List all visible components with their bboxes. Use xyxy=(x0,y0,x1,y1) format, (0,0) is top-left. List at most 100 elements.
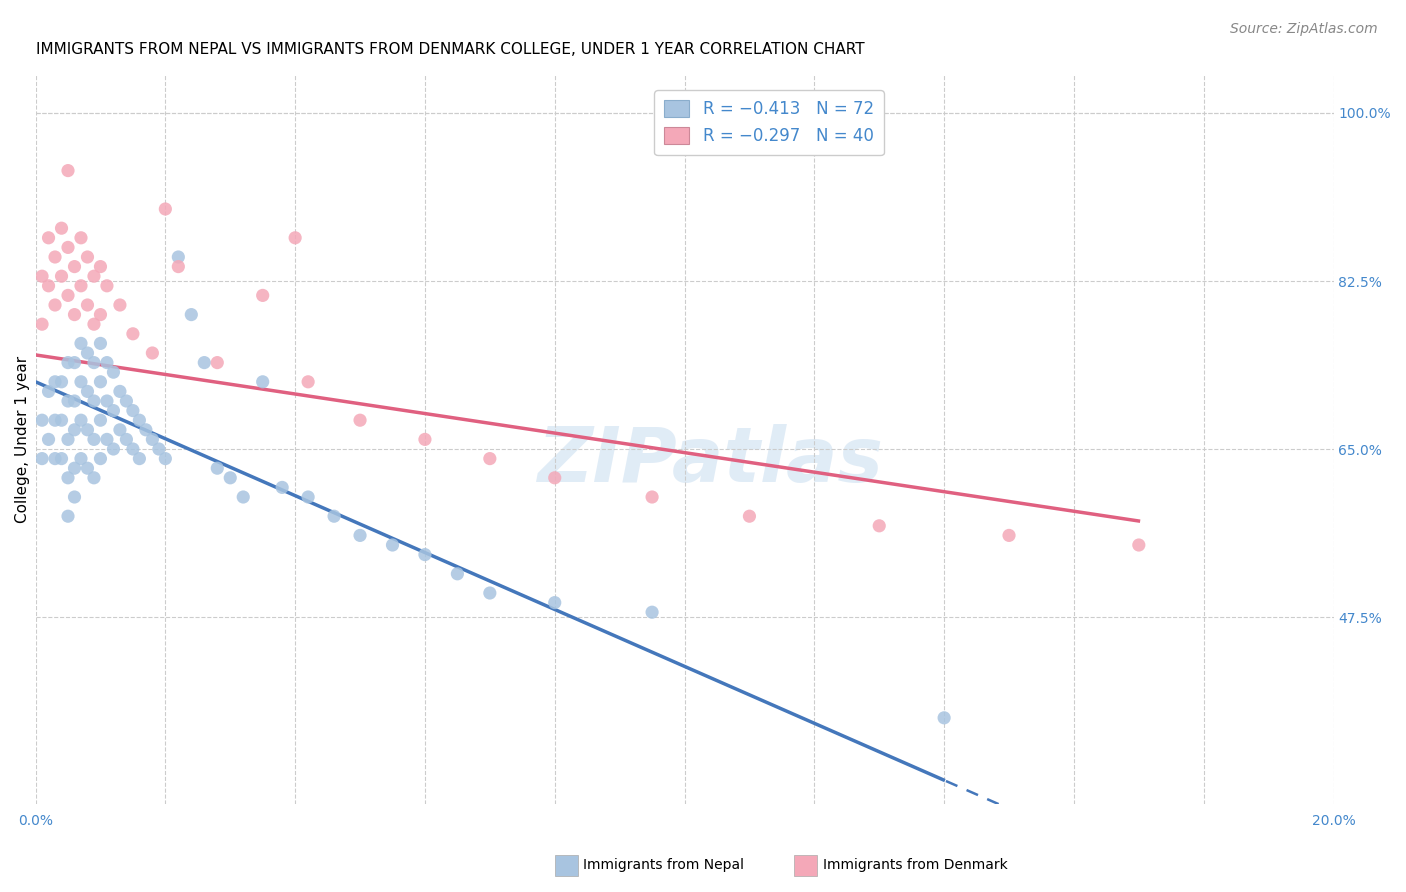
Point xyxy=(38,231,60,245)
Point xyxy=(56,356,79,370)
Point xyxy=(76,250,98,264)
Point xyxy=(31,451,53,466)
Point xyxy=(297,375,319,389)
Point xyxy=(51,451,73,466)
Point xyxy=(63,461,86,475)
Point xyxy=(70,413,93,427)
Point xyxy=(89,336,111,351)
Point xyxy=(641,605,664,619)
Point xyxy=(83,394,105,409)
Point xyxy=(56,394,79,409)
Point xyxy=(63,356,86,370)
Point xyxy=(76,298,98,312)
Point xyxy=(70,375,93,389)
Point xyxy=(38,384,60,399)
Point xyxy=(349,528,371,542)
Point xyxy=(297,490,319,504)
Point xyxy=(96,356,118,370)
Point xyxy=(31,317,53,331)
Point xyxy=(135,423,157,437)
Point xyxy=(232,490,254,504)
Point xyxy=(63,260,86,274)
Point xyxy=(155,202,177,216)
Point xyxy=(63,490,86,504)
Point xyxy=(56,471,79,485)
Point xyxy=(141,346,163,360)
Point xyxy=(56,433,79,447)
Point xyxy=(252,375,274,389)
Point xyxy=(103,442,125,456)
Point xyxy=(31,413,53,427)
Point xyxy=(122,326,145,341)
Point xyxy=(141,433,163,447)
Point xyxy=(381,538,404,552)
Point xyxy=(83,471,105,485)
Point xyxy=(115,433,138,447)
Point xyxy=(31,269,53,284)
Point xyxy=(44,250,66,264)
Point xyxy=(641,490,664,504)
Point xyxy=(70,336,93,351)
Point xyxy=(932,711,955,725)
Point xyxy=(271,480,294,494)
Point xyxy=(207,356,229,370)
Point xyxy=(108,298,131,312)
Point xyxy=(219,471,242,485)
Point xyxy=(122,403,145,417)
Point xyxy=(868,518,890,533)
Point xyxy=(103,403,125,417)
Point xyxy=(83,356,105,370)
Point xyxy=(544,596,567,610)
Point xyxy=(413,548,436,562)
Point xyxy=(96,433,118,447)
Point xyxy=(63,308,86,322)
Point xyxy=(76,384,98,399)
Point xyxy=(1128,538,1150,552)
Point xyxy=(446,566,468,581)
Point xyxy=(89,451,111,466)
Point xyxy=(89,375,111,389)
Point xyxy=(38,278,60,293)
Point xyxy=(56,163,79,178)
Point xyxy=(70,231,93,245)
Point xyxy=(76,461,98,475)
Point xyxy=(51,269,73,284)
Text: ZIPatlas: ZIPatlas xyxy=(537,425,883,499)
Point xyxy=(108,423,131,437)
Point xyxy=(349,413,371,427)
Point xyxy=(167,260,190,274)
Point xyxy=(44,451,66,466)
Point xyxy=(108,384,131,399)
Point xyxy=(44,375,66,389)
Point xyxy=(193,356,215,370)
Point xyxy=(998,528,1021,542)
Text: Source: ZipAtlas.com: Source: ZipAtlas.com xyxy=(1230,22,1378,37)
Point xyxy=(70,451,93,466)
Point xyxy=(83,317,105,331)
Point xyxy=(76,423,98,437)
Point xyxy=(63,423,86,437)
Point xyxy=(478,586,501,600)
Point xyxy=(70,278,93,293)
Point xyxy=(56,288,79,302)
Point xyxy=(122,442,145,456)
Y-axis label: College, Under 1 year: College, Under 1 year xyxy=(15,356,30,523)
Point xyxy=(323,509,346,524)
Point xyxy=(252,288,274,302)
Point xyxy=(96,394,118,409)
Point xyxy=(76,346,98,360)
Point xyxy=(89,260,111,274)
Point xyxy=(63,394,86,409)
Point xyxy=(56,240,79,254)
Point xyxy=(478,451,501,466)
Point xyxy=(115,394,138,409)
Point xyxy=(38,433,60,447)
Point xyxy=(738,509,761,524)
Point xyxy=(167,250,190,264)
Point xyxy=(89,308,111,322)
Point xyxy=(103,365,125,379)
Point xyxy=(128,413,150,427)
Point xyxy=(128,451,150,466)
Legend: R = −0.413   N = 72, R = −0.297   N = 40: R = −0.413 N = 72, R = −0.297 N = 40 xyxy=(654,90,883,155)
Point xyxy=(413,433,436,447)
